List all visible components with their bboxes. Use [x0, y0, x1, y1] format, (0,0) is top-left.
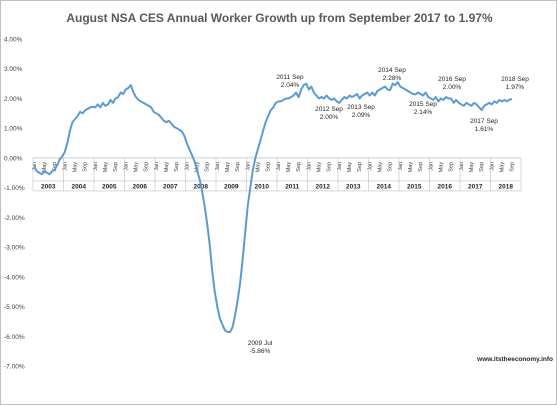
month-tick-label: Jan — [245, 162, 251, 171]
annotation-date: 2016 Sep — [438, 76, 466, 83]
month-tick-label: May — [225, 162, 231, 173]
source-label: www.itstheeconomy.info — [476, 356, 553, 363]
annotation-date: 2014 Sep — [378, 67, 406, 74]
annotation-value: 2.00% — [443, 84, 462, 91]
y-tick-label: -3.00% — [4, 245, 25, 252]
month-tick-label: May — [164, 162, 170, 173]
y-tick-label: -6.00% — [4, 334, 25, 341]
annotation-value: 1.61% — [475, 126, 494, 133]
y-tick-label: 4.00% — [4, 37, 23, 44]
month-tick-label: Jan — [276, 162, 282, 171]
annotation-value: 1.97% — [506, 84, 525, 91]
y-tick-label: 0.00% — [4, 155, 23, 162]
annotation-date: 2009 Jul — [248, 340, 273, 347]
month-tick-label: Jan — [123, 162, 129, 171]
month-tick-label: Jan — [306, 162, 312, 171]
year-label: 2012 — [316, 183, 331, 190]
annotation-value: 2.04% — [281, 82, 300, 89]
annotation-date: 2013 Sep — [347, 104, 375, 111]
month-tick-label: Jan — [154, 162, 160, 171]
y-tick-label: -7.00% — [4, 364, 25, 371]
year-label: 2017 — [468, 183, 483, 190]
year-label: 2015 — [407, 183, 422, 190]
month-tick-label: Sep — [418, 162, 424, 172]
year-label: 2007 — [163, 183, 178, 190]
month-tick-label: May — [72, 162, 78, 173]
month-tick-label: Jan — [367, 162, 373, 171]
year-label: 2010 — [255, 183, 270, 190]
year-label: 2005 — [102, 183, 117, 190]
series-line — [33, 81, 513, 334]
y-tick-label: -4.00% — [4, 274, 25, 281]
month-tick-label: Sep — [449, 162, 455, 172]
y-tick-label: 1.00% — [4, 126, 23, 133]
annotation-value: 2.00% — [320, 114, 339, 121]
month-tick-label: Sep — [205, 162, 211, 172]
month-tick-label: May — [103, 162, 109, 173]
month-tick-label: Jan — [398, 162, 404, 171]
year-label: 2006 — [133, 183, 148, 190]
year-label: 2011 — [285, 183, 299, 190]
year-label: 2003 — [41, 183, 56, 190]
month-tick-label: Jan — [32, 162, 38, 171]
y-tick-label: -2.00% — [4, 215, 25, 222]
month-tick-label: Jan — [215, 162, 221, 171]
y-tick-label: 3.00% — [4, 66, 23, 73]
annotation-value: -5.86% — [250, 348, 271, 355]
month-tick-label: May — [408, 162, 414, 173]
month-tick-label: Sep — [144, 162, 150, 172]
month-tick-label: Sep — [235, 162, 241, 172]
month-tick-label: May — [469, 162, 475, 173]
month-tick-label: Jan — [459, 162, 465, 171]
annotation-date: 2015 Sep — [409, 101, 437, 108]
month-tick-label: Sep — [174, 162, 180, 172]
year-label: 2014 — [377, 183, 392, 190]
y-tick-label: 2.00% — [4, 96, 23, 103]
month-tick-label: May — [316, 162, 322, 173]
month-tick-label: Sep — [266, 162, 272, 172]
month-tick-label: May — [499, 162, 505, 173]
month-tick-label: May — [438, 162, 444, 173]
annotation-date: 2012 Sep — [315, 106, 343, 113]
y-tick-label: -5.00% — [4, 304, 25, 311]
month-tick-label: Sep — [327, 162, 333, 172]
month-tick-label: Jan — [62, 162, 68, 171]
annotation-value: 2.14% — [414, 109, 433, 116]
month-tick-label: Sep — [388, 162, 394, 172]
year-label: 2016 — [438, 183, 453, 190]
month-tick-label: May — [194, 162, 200, 173]
month-tick-label: Sep — [296, 162, 302, 172]
month-tick-label: Sep — [479, 162, 485, 172]
month-tick-label: Jan — [184, 162, 190, 171]
y-tick-label: -1.00% — [4, 185, 25, 192]
month-tick-label: May — [255, 162, 261, 173]
month-tick-label: May — [347, 162, 353, 173]
year-label: 2009 — [224, 183, 239, 190]
annotation-date: 2011 Sep — [276, 74, 304, 81]
month-tick-label: Sep — [83, 162, 89, 172]
year-label: 2004 — [72, 183, 87, 190]
month-tick-label: Jan — [489, 162, 495, 171]
month-tick-label: May — [42, 162, 48, 173]
annotation-date: 2017 Sep — [470, 118, 498, 125]
year-label: 2013 — [346, 183, 361, 190]
month-tick-label: May — [377, 162, 383, 173]
month-tick-label: Sep — [510, 162, 516, 172]
year-label: 2018 — [499, 183, 514, 190]
chart-title: August NSA CES Annual Worker Growth up f… — [66, 11, 493, 25]
month-tick-label: Sep — [113, 162, 119, 172]
month-tick-label: Jan — [337, 162, 343, 171]
annotation-value: 2.28% — [383, 75, 402, 82]
month-tick-label: May — [133, 162, 139, 173]
month-tick-label: Jan — [93, 162, 99, 171]
month-tick-label: May — [286, 162, 292, 173]
month-tick-label: Jan — [428, 162, 434, 171]
annotation-value: 2.09% — [352, 112, 371, 119]
month-tick-label: Sep — [52, 162, 58, 172]
month-tick-label: Sep — [357, 162, 363, 172]
annotation-date: 2018 Sep — [501, 76, 529, 83]
